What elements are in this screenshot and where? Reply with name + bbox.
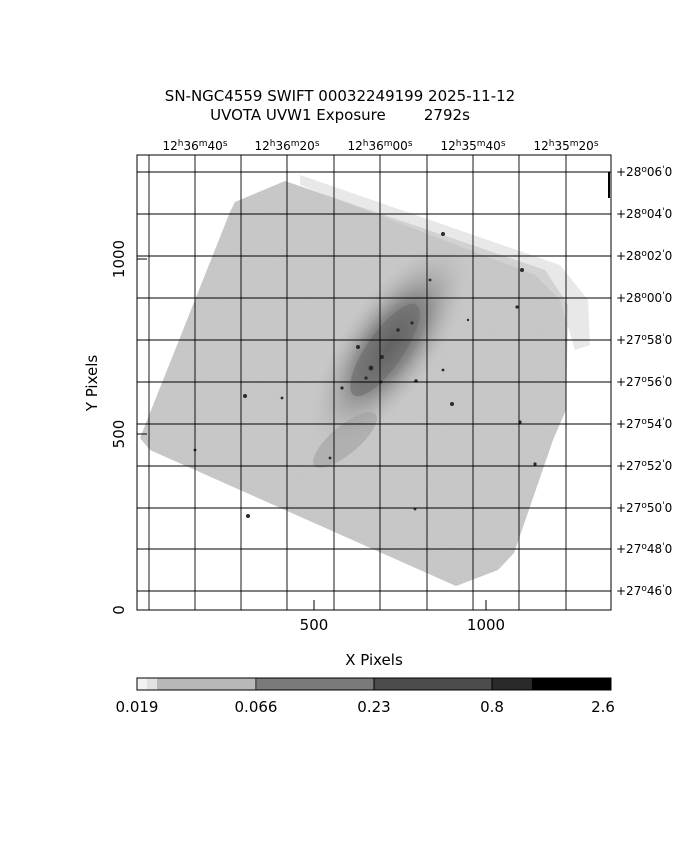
dec-tick-label: +28o02'0 [616, 249, 672, 263]
ra-axis: 12h36m40s 12h36m20s 12h36m00s 12h35m40s … [162, 139, 598, 153]
dec-axis: +28o06'0 +28o04'0 +28o02'0 +28o00'0 +27o… [616, 165, 672, 598]
dec-tick-label: +27o52'0 [616, 459, 672, 473]
ra-tick-label: 12h36m00s [347, 139, 412, 153]
dec-tick-label: +28o00'0 [616, 291, 672, 305]
dec-tick-label: +28o04'0 [616, 207, 672, 221]
ra-tick-label: 12h35m20s [533, 139, 598, 153]
dec-tick-label: +27o56'0 [616, 375, 672, 389]
dec-tick-label: +28o06'0 [616, 165, 672, 179]
colorbar-label: 0.8 [480, 698, 504, 716]
subtitle-text: UVOTA UVW1 Exposure 2792s [210, 106, 470, 124]
dec-tick-label: +27o54'0 [616, 417, 672, 431]
y-tick-label: 0 [110, 605, 128, 615]
dec-tick-label: +27o46'0 [616, 584, 672, 598]
ra-tick-label: 12h36m40s [162, 139, 227, 153]
x-tick-label: 1000 [467, 616, 505, 634]
y-axis-label: Y Pixels [83, 355, 101, 413]
plot-subtitle: UVOTA UVW1 Exposure 2792s [0, 106, 680, 124]
y-tick-label: 500 [110, 420, 128, 449]
x-axis-label: X Pixels [345, 651, 403, 669]
colorbar-label: 0.019 [116, 698, 159, 716]
y-tick-label: 1000 [110, 240, 128, 278]
colorbar-label: 2.6 [591, 698, 615, 716]
plot-title: SN-NGC4559 SWIFT 00032249199 2025-11-12 [164, 87, 516, 105]
colorbar [136, 677, 612, 691]
dec-tick-label: +27o50'0 [616, 501, 672, 515]
plot-frame [136, 154, 612, 611]
ra-tick-label: 12h35m40s [440, 139, 505, 153]
coordinate-grid [137, 155, 611, 610]
image-area [140, 175, 590, 586]
edge-scatter [300, 175, 590, 350]
ra-tick-label: 12h36m20s [254, 139, 319, 153]
colorbar-label: 0.23 [357, 698, 390, 716]
dec-tick-label: +27o58'0 [616, 333, 672, 347]
x-tick-label: 500 [300, 616, 329, 634]
colorbar-label: 0.066 [235, 698, 278, 716]
dec-tick-label: +27o48'0 [616, 542, 672, 556]
